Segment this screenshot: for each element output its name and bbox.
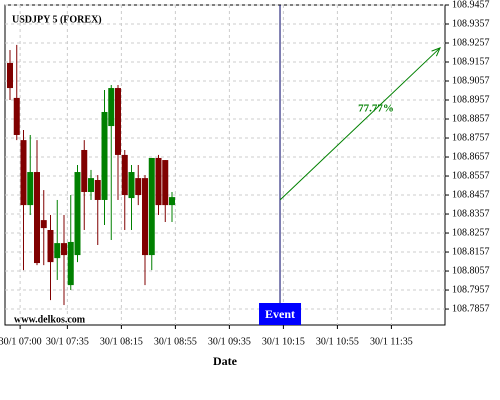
event-label: Event: [265, 307, 295, 321]
candle-body: [13, 97, 20, 135]
candle-body: [67, 241, 74, 286]
candle-body: [60, 243, 67, 256]
y-tick-label: 108.9157: [452, 56, 490, 67]
candle-body: [162, 160, 169, 206]
y-tick-label: 108.7857: [452, 303, 490, 314]
candle-body: [115, 88, 122, 155]
candle-body: [135, 178, 142, 196]
y-tick-label: 108.8557: [452, 170, 490, 181]
candle-body: [54, 243, 61, 259]
candle-body: [121, 154, 128, 196]
arrow-label: 77.77%: [358, 102, 394, 114]
candle-body: [47, 229, 54, 263]
event-box: [259, 303, 302, 325]
y-tick-label: 108.9457: [452, 0, 490, 10]
x-tick-label: 30/1 08:55: [154, 336, 197, 347]
candle-body: [169, 197, 176, 206]
y-tick-label: 108.9357: [452, 18, 490, 29]
candle-body: [33, 172, 40, 264]
y-tick-label: 108.8057: [452, 265, 490, 276]
watermark: www.delkos.com: [14, 314, 86, 325]
candle-body: [128, 172, 135, 199]
arrow-head: [431, 47, 441, 57]
candle-body: [20, 140, 27, 206]
candle-body: [155, 157, 162, 206]
forecast-arrow: [279, 47, 441, 201]
candle-body: [88, 178, 95, 192]
y-tick-label: 108.8457: [452, 189, 490, 200]
y-tick-label: 108.8757: [452, 132, 490, 143]
candle-body: [6, 62, 13, 89]
y-tick-label: 108.9257: [452, 37, 490, 48]
x-tick-label: 30/1 11:35: [370, 336, 413, 347]
candle-body: [142, 178, 149, 256]
x-axis-label: Date: [213, 354, 238, 368]
y-tick-label: 108.9057: [452, 75, 490, 86]
x-tick-label: 30/1 08:15: [100, 336, 143, 347]
candle-body: [27, 172, 34, 206]
y-tick-label: 108.8957: [452, 94, 490, 105]
candle-body: [101, 111, 108, 200]
candle-body: [148, 157, 155, 256]
candle-body: [40, 220, 47, 229]
x-tick-label: 30/1 07:35: [46, 336, 89, 347]
x-tick-label: 30/1 09:35: [208, 336, 251, 347]
plot-frame: [4, 4, 446, 326]
candle-body: [81, 149, 88, 192]
candle-body: [108, 88, 115, 127]
chart-title: USDJPY 5 (FOREX): [12, 14, 102, 25]
candle-body: [74, 172, 81, 256]
y-tick-label: 108.8657: [452, 151, 490, 162]
y-tick-label: 108.8357: [452, 208, 490, 219]
y-tick-label: 108.7957: [452, 284, 490, 295]
y-tick-label: 108.8157: [452, 246, 490, 257]
y-tick-label: 108.8257: [452, 227, 490, 238]
x-tick-label: 30/1 07:00: [0, 336, 42, 347]
x-tick-label: 30/1 10:15: [262, 336, 305, 347]
x-tick-label: 30/1 10:55: [316, 336, 359, 347]
candle-body: [94, 180, 101, 200]
y-tick-label: 108.8857: [452, 113, 490, 124]
